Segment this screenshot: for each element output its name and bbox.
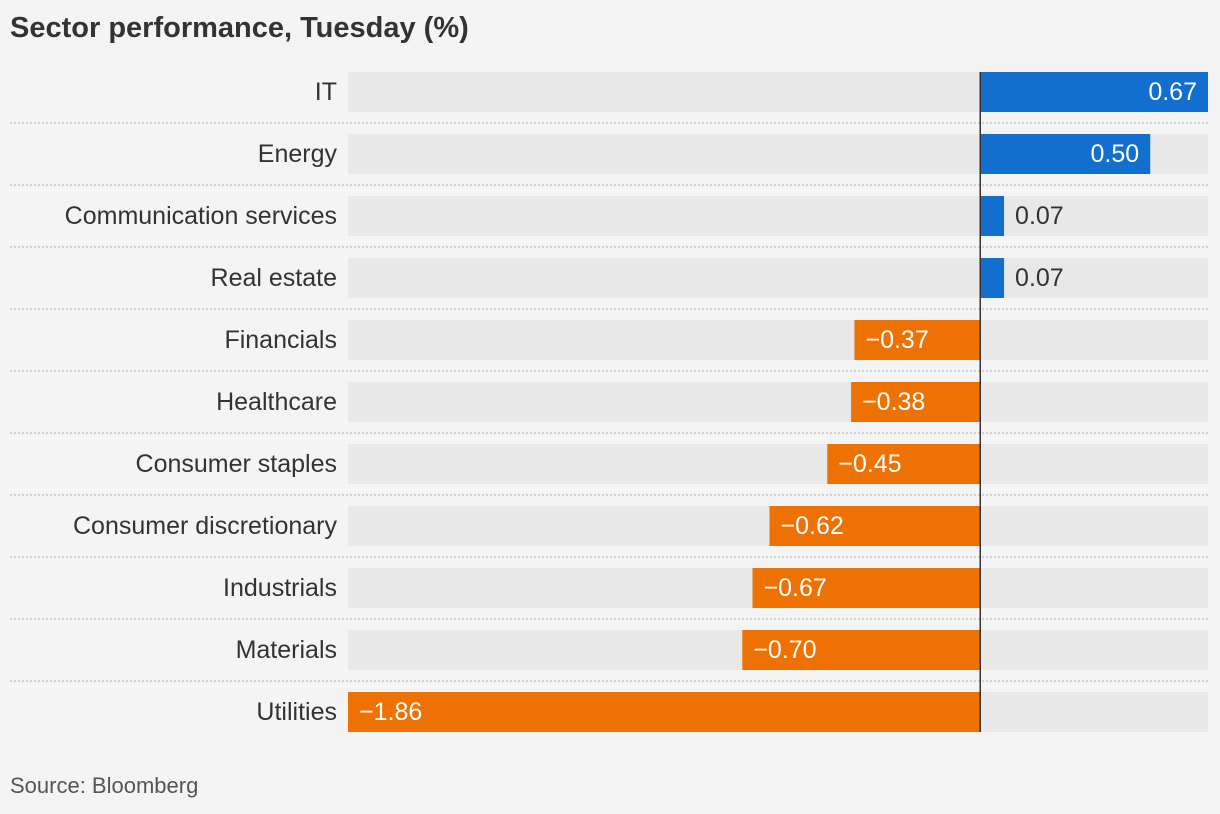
category-label: Energy: [258, 140, 338, 168]
negative-bar: [827, 444, 981, 484]
negative-bar: [769, 506, 981, 546]
value-label: 0.07: [1015, 264, 1064, 292]
negative-bar: [348, 692, 981, 732]
row-track: [348, 196, 1208, 236]
value-label: 0.67: [1148, 78, 1197, 106]
negative-bar: [854, 320, 981, 360]
row-track: [348, 382, 1208, 422]
positive-bar: [980, 258, 1005, 298]
value-label: 0.50: [1091, 140, 1140, 168]
positive-bar: [980, 72, 1208, 112]
category-label: Materials: [236, 636, 337, 664]
negative-bar: [752, 568, 981, 608]
value-label: −0.38: [862, 388, 925, 416]
row-track: [348, 320, 1208, 360]
negative-bar: [851, 382, 981, 422]
row-track: [348, 444, 1208, 484]
positive-bar: [980, 196, 1005, 236]
category-label: Consumer staples: [136, 450, 337, 478]
row-track: [348, 258, 1208, 298]
negative-bar: [742, 630, 981, 670]
value-label: −0.62: [781, 512, 844, 540]
value-label: −1.86: [359, 698, 422, 726]
value-label: 0.07: [1015, 202, 1064, 230]
value-label: −0.37: [865, 326, 928, 354]
category-label: Utilities: [256, 698, 337, 726]
chart-title: Sector performance, Tuesday (%): [10, 12, 469, 44]
category-label: Financials: [224, 326, 337, 354]
source-note: Source: Bloomberg: [10, 773, 199, 798]
category-label: Consumer discretionary: [73, 512, 337, 540]
positive-bar: [980, 134, 1151, 174]
category-label: Real estate: [211, 264, 337, 292]
category-label: IT: [315, 78, 337, 106]
value-label: −0.45: [838, 450, 901, 478]
category-label: Industrials: [223, 574, 337, 602]
category-label: Communication services: [65, 202, 337, 230]
value-label: −0.67: [764, 574, 827, 602]
category-label: Healthcare: [216, 388, 337, 416]
value-label: −0.70: [753, 636, 816, 664]
